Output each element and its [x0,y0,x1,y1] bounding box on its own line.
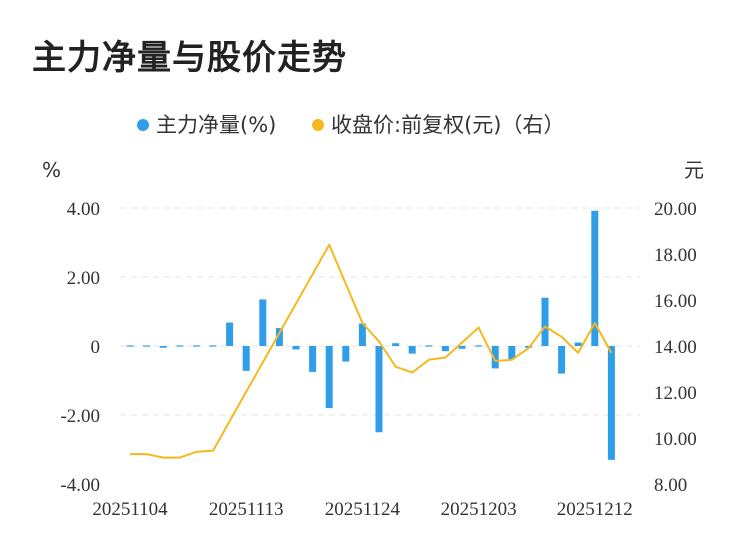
bar [541,297,549,346]
bar [375,346,383,433]
legend-label-close-price: 收盘价:前复权(元)（右） [331,113,564,137]
x-tick-label: 20251212 [557,499,633,520]
bar [242,346,250,371]
bar [392,343,400,346]
bar [176,345,184,347]
y-left-tick-label: 0 [91,337,101,358]
bar [226,322,234,346]
y-right-tick-label: 8.00 [654,475,687,496]
y-right-tick-label: 14.00 [654,337,697,358]
y-left-tick-label: 2.00 [67,268,100,289]
bar [441,346,449,352]
bar [458,346,466,349]
bar [159,346,167,348]
y-left-unit: % [42,158,61,182]
bar [275,328,283,346]
bar [607,346,615,460]
bar [292,346,300,350]
y-right-tick-label: 20.00 [654,199,697,220]
y-left-tick-label: -2.00 [60,406,100,427]
y-left-tick-label: 4.00 [67,199,100,220]
price-line [130,243,613,459]
bar [309,346,317,372]
legend: 主力净量(%) 收盘价:前复权(元)（右） [137,113,564,137]
y-right-ticks: 20.00 18.00 16.00 14.00 12.00 10.00 8.00 [654,199,697,496]
y-left-ticks: 4.00 2.00 0 -2.00 -4.00 [60,199,100,496]
bar [408,346,416,354]
bar [126,345,134,347]
legend-marker-close-price [312,119,324,131]
bar [558,346,566,374]
bar [192,345,200,347]
bar [574,342,582,346]
legend-marker-net-volume [137,119,149,131]
y-right-tick-label: 10.00 [654,429,697,450]
x-tick-label: 20251124 [325,499,401,520]
x-tick-label: 20251203 [441,499,517,520]
x-ticks: 20251104 20251113 20251124 20251203 20251212 [92,499,632,520]
grid [120,207,640,416]
bar [475,345,483,347]
y-right-tick-label: 16.00 [654,291,697,312]
bar [342,346,350,362]
bar [425,345,433,347]
y-right-tick-label: 18.00 [654,245,697,266]
legend-label-net-volume: 主力净量(%) [156,113,276,137]
bar [259,299,267,346]
bar [358,323,366,346]
price-line-layer [130,243,613,459]
bar [143,345,151,347]
bar [209,345,217,347]
page-title: 主力净量与股价走势 [32,38,347,78]
y-left-tick-label: -4.00 [60,475,100,496]
x-tick-label: 20251104 [92,499,168,520]
bar [508,346,516,360]
bars [126,210,615,460]
x-tick-label: 20251113 [209,499,284,520]
y-right-tick-label: 12.00 [654,383,697,404]
bar [325,346,333,409]
bar [491,346,499,369]
y-right-unit: 元 [684,158,704,182]
bar [591,210,599,346]
